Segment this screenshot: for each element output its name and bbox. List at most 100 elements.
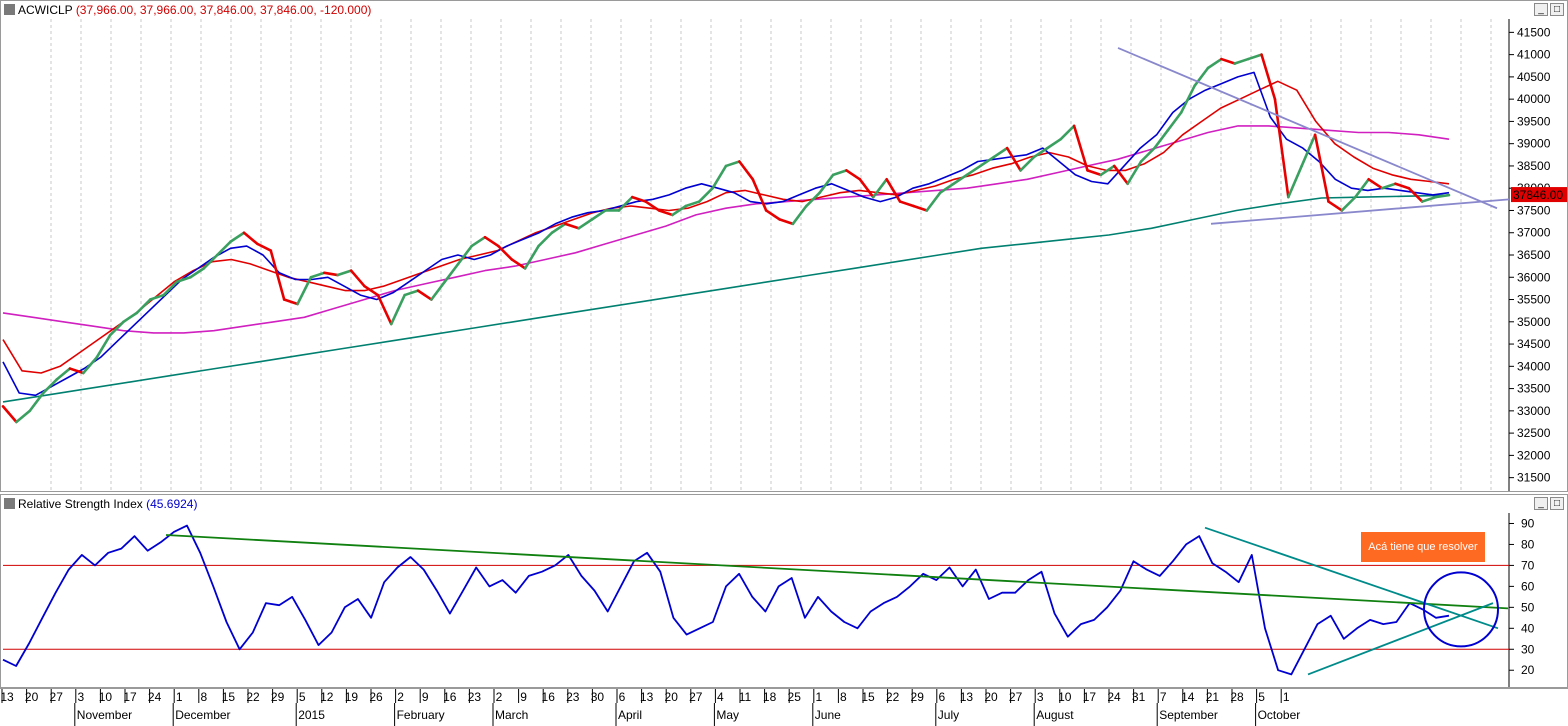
maximize-icon[interactable]: □ bbox=[1550, 497, 1564, 510]
price-segment bbox=[349, 269, 366, 288]
date-tick-label: 1 bbox=[815, 690, 822, 704]
price-segment bbox=[389, 293, 406, 326]
price-segment bbox=[1300, 133, 1317, 168]
date-tick-label: 18 bbox=[763, 690, 777, 704]
price-segment bbox=[1260, 53, 1277, 101]
date-tick-label: 22 bbox=[886, 690, 900, 704]
month-label: February bbox=[397, 708, 445, 722]
price-segment bbox=[1380, 182, 1397, 190]
date-tick-label: 12 bbox=[320, 690, 334, 704]
price-segment bbox=[430, 280, 447, 301]
price-segment bbox=[805, 191, 822, 208]
price-segment bbox=[1407, 186, 1424, 203]
date-tick-label: 22 bbox=[246, 690, 260, 704]
minimize-icon[interactable]: _ bbox=[1534, 3, 1548, 16]
price-segment bbox=[1434, 193, 1451, 199]
y-tick-label: 41000 bbox=[1517, 48, 1551, 62]
price-chart-svg: 31500 32000 32500 33000 33500 34000 34500 35000… bbox=[1, 19, 1567, 491]
date-tick-label: 25 bbox=[788, 690, 802, 704]
rsi-value: (45.6924) bbox=[146, 497, 198, 511]
ohlc-values: (37,966.00, 37,966.00, 37,846.00, 37,846… bbox=[75, 3, 372, 17]
y-tick-label: 37000 bbox=[1517, 226, 1551, 240]
date-tick-label: 13 bbox=[0, 690, 14, 704]
price-segment bbox=[1166, 111, 1183, 132]
date-tick-label: 6 bbox=[938, 690, 945, 704]
price-segment bbox=[41, 378, 58, 395]
price-segment bbox=[510, 258, 527, 270]
price-segment bbox=[912, 204, 929, 212]
date-tick-label: 10 bbox=[1058, 690, 1072, 704]
price-pane-window-buttons: _ □ bbox=[1534, 3, 1564, 16]
pane-menu-icon[interactable] bbox=[4, 498, 15, 509]
price-segment bbox=[577, 218, 594, 230]
y-tick-label: 36500 bbox=[1517, 248, 1551, 262]
price-segment bbox=[979, 155, 996, 168]
minimize-icon[interactable]: _ bbox=[1534, 497, 1548, 510]
price-segment bbox=[1394, 182, 1411, 190]
series-ma-slow bbox=[2, 125, 1450, 334]
date-tick-label: 3 bbox=[1037, 690, 1044, 704]
price-chart-pane[interactable]: ACWICLP (37,966.00, 37,966.00, 37,846.00… bbox=[0, 0, 1568, 492]
pane-menu-icon[interactable] bbox=[4, 4, 15, 15]
y-tick-label: 36000 bbox=[1517, 270, 1551, 284]
rsi-y-tick-label: 60 bbox=[1521, 579, 1535, 593]
price-segment bbox=[1112, 164, 1129, 186]
date-tick-label: 2 bbox=[397, 690, 404, 704]
rsi-y-tick-label: 20 bbox=[1521, 663, 1535, 677]
price-segment bbox=[537, 231, 554, 248]
rsi-pane-window-buttons: _ □ bbox=[1534, 497, 1564, 510]
price-segment bbox=[1, 405, 18, 424]
price-segment bbox=[952, 173, 969, 186]
price-segment bbox=[657, 209, 674, 217]
price-segment bbox=[1005, 146, 1022, 172]
date-tick-label: 15 bbox=[222, 690, 236, 704]
rsi-y-tick-label: 90 bbox=[1521, 516, 1535, 530]
date-tick-label: 4 bbox=[717, 690, 724, 704]
price-segment bbox=[724, 160, 741, 168]
price-segment bbox=[175, 275, 192, 284]
price-pane-title: ACWICLP (37,966.00, 37,966.00, 37,846.00… bbox=[4, 3, 371, 17]
price-segment bbox=[148, 293, 165, 301]
price-segment bbox=[1019, 155, 1036, 172]
trendline-ascending bbox=[1210, 198, 1510, 225]
date-tick-label: 9 bbox=[422, 690, 429, 704]
date-tick-label: 29 bbox=[271, 690, 285, 704]
price-segment bbox=[376, 293, 393, 326]
series-ma-200 bbox=[2, 194, 1450, 403]
rsi-long-trendline bbox=[165, 534, 1509, 610]
price-segment bbox=[523, 244, 540, 270]
date-tick-label: 27 bbox=[50, 690, 64, 704]
price-segment bbox=[202, 253, 219, 270]
price-segment bbox=[497, 244, 514, 261]
price-segment bbox=[590, 209, 607, 221]
price-segment bbox=[15, 409, 32, 424]
date-tick-label: 8 bbox=[840, 690, 847, 704]
price-segment bbox=[1153, 129, 1170, 150]
rsi-chart-pane[interactable]: Relative Strength Index (45.6924) _ □ 20… bbox=[0, 494, 1568, 688]
date-axis: 13 20 27 3 10 17 24 1 8 15 22 29 5 12 19 26 2 9 16 23 2 9 16 23… bbox=[0, 688, 1568, 726]
y-tick-label: 34000 bbox=[1517, 359, 1551, 373]
price-segment bbox=[1420, 195, 1437, 203]
date-tick-label: 24 bbox=[1107, 690, 1121, 704]
date-tick-label: 5 bbox=[1258, 690, 1265, 704]
date-tick-label: 16 bbox=[542, 690, 556, 704]
date-tick-label: 8 bbox=[200, 690, 207, 704]
price-segment bbox=[1072, 124, 1089, 172]
date-tick-label: 3 bbox=[77, 690, 84, 704]
annotation-box: Acá tiene que resolver bbox=[1361, 532, 1485, 562]
date-tick-label: 15 bbox=[861, 690, 875, 704]
trendline-descending bbox=[1117, 47, 1498, 210]
date-tick-label: 10 bbox=[99, 690, 113, 704]
maximize-icon[interactable]: □ bbox=[1550, 3, 1564, 16]
price-segment bbox=[282, 298, 299, 306]
rsi-pane-title: Relative Strength Index (45.6924) bbox=[4, 497, 197, 511]
rsi-y-tick-label: 30 bbox=[1521, 642, 1535, 656]
price-segment bbox=[617, 195, 634, 212]
price-segment bbox=[965, 164, 982, 177]
date-tick-label: 14 bbox=[1181, 690, 1195, 704]
price-segment bbox=[82, 356, 99, 375]
y-tick-label: 40500 bbox=[1517, 70, 1551, 84]
month-label: July bbox=[938, 708, 959, 722]
price-segment bbox=[684, 200, 701, 208]
date-tick-label: 1 bbox=[176, 690, 183, 704]
